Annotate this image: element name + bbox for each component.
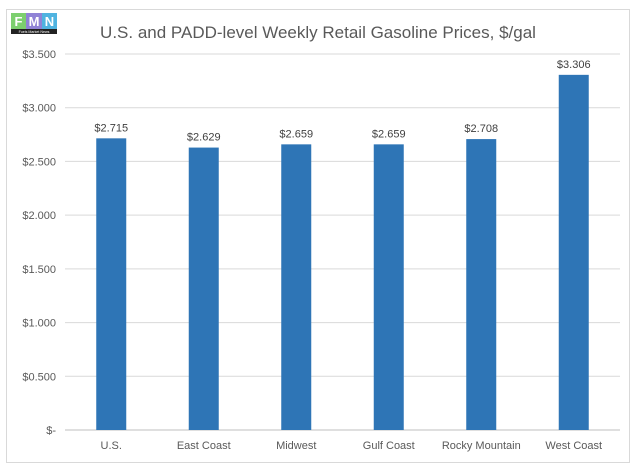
bar (466, 139, 497, 430)
fmn-logo: F M N Fuels Market News (11, 13, 57, 34)
data-label: $2.629 (187, 132, 221, 144)
x-tick-label: Gulf Coast (363, 440, 415, 452)
x-tick-label: U.S. (101, 440, 122, 452)
bar (373, 144, 404, 431)
x-tick-label: East Coast (177, 440, 231, 452)
x-tick-label: Rocky Mountain (442, 440, 521, 452)
bar (96, 138, 127, 430)
y-tick-label: $1.000 (22, 318, 56, 330)
y-tick-label: $3.000 (22, 103, 56, 115)
svg-text:Fuels Market News: Fuels Market News (19, 30, 50, 34)
y-tick-label: $3.500 (22, 49, 56, 61)
x-tick-label: West Coast (545, 440, 602, 452)
y-tick-label: $- (46, 425, 56, 437)
svg-text:N: N (45, 14, 54, 29)
y-tick-label: $0.500 (22, 371, 56, 383)
data-label: $2.715 (94, 122, 128, 134)
bar (281, 144, 312, 431)
svg-text:F: F (15, 14, 23, 29)
y-tick-label: $2.000 (22, 210, 56, 222)
y-tick-label: $1.500 (22, 264, 56, 276)
bar (188, 147, 219, 430)
svg-text:M: M (29, 14, 40, 29)
data-label: $2.708 (464, 123, 498, 135)
y-tick-label: $2.500 (22, 156, 56, 168)
data-label: $3.306 (557, 59, 591, 71)
bar (558, 74, 589, 431)
x-tick-label: Midwest (276, 440, 316, 452)
data-label: $2.659 (372, 128, 406, 140)
chart-title: U.S. and PADD-level Weekly Retail Gasoli… (100, 23, 536, 42)
data-label: $2.659 (279, 128, 313, 140)
